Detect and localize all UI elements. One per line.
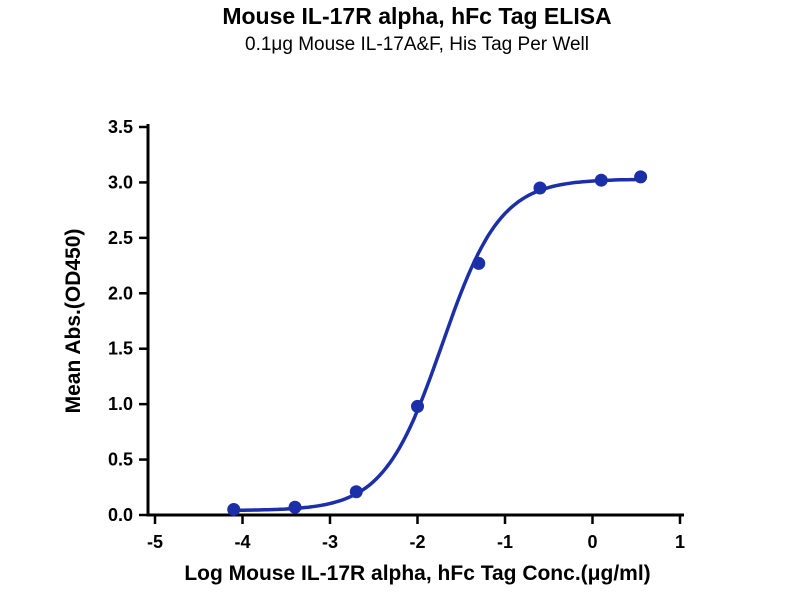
y-axis-label: Mean Abs.(OD450): [62, 229, 85, 414]
x-tick-label: -1: [497, 532, 513, 552]
x-axis-label: Log Mouse IL-17R alpha, hFc Tag Conc.(μg…: [184, 562, 650, 585]
y-tick-label: 2.0: [108, 283, 133, 303]
y-tick-label: 2.5: [108, 228, 133, 248]
data-point: [472, 256, 486, 270]
y-tick-label: 1.0: [108, 394, 133, 414]
x-tick-label: -3: [322, 532, 338, 552]
chart-subtitle: 0.1μg Mouse IL-17A&F, His Tag Per Well: [245, 33, 589, 55]
data-point: [227, 502, 241, 516]
data-point: [594, 173, 608, 187]
x-tick-label: -5: [147, 532, 163, 552]
x-tick-label: 1: [675, 532, 685, 552]
x-tick-label: 0: [587, 532, 597, 552]
chart-title: Mouse IL-17R alpha, hFc Tag ELISA: [222, 3, 612, 29]
chart-header: Mouse IL-17R alpha, hFc Tag ELISA 0.1μg …: [0, 2, 800, 58]
y-tick-label: 1.5: [108, 339, 133, 359]
data-point: [288, 500, 302, 514]
y-tick-label: 0.5: [108, 450, 133, 470]
data-point: [411, 399, 424, 413]
y-tick-label: 3.0: [108, 172, 133, 192]
fit-curve: [232, 177, 643, 513]
data-point: [349, 485, 363, 499]
x-tick-label: -4: [234, 532, 250, 552]
x-tick-label: -2: [409, 532, 425, 552]
y-tick-label: 3.5: [108, 117, 133, 137]
y-tick-label: 0.0: [108, 505, 133, 525]
data-point: [533, 181, 547, 195]
data-point: [634, 170, 648, 184]
